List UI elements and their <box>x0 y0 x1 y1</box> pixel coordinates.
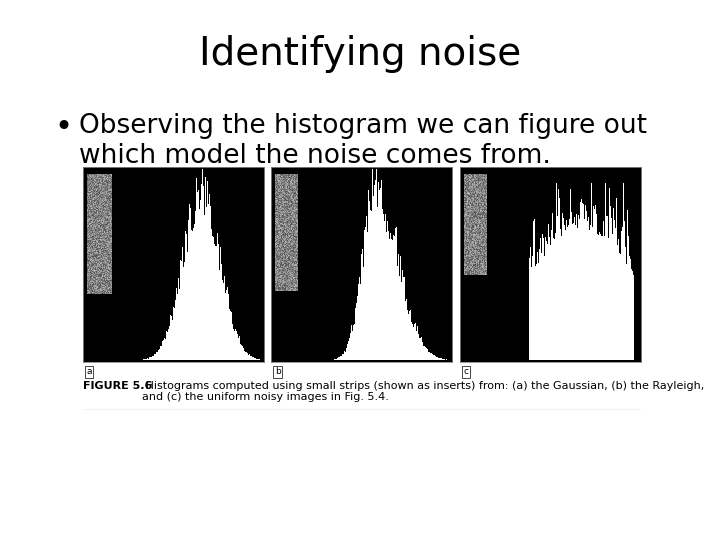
Text: Observing the histogram we can figure out: Observing the histogram we can figure ou… <box>79 113 647 139</box>
Text: a: a <box>86 367 92 376</box>
Text: •: • <box>54 113 72 143</box>
Text: Histograms computed using small strips (shown as inserts) from: (a) the Gaussian: Histograms computed using small strips (… <box>142 381 704 402</box>
Text: Identifying noise: Identifying noise <box>199 35 521 73</box>
Text: FIGURE 5.6: FIGURE 5.6 <box>83 381 152 391</box>
Text: b: b <box>275 367 281 376</box>
Text: which model the noise comes from.: which model the noise comes from. <box>79 143 551 169</box>
Text: c: c <box>463 367 468 376</box>
